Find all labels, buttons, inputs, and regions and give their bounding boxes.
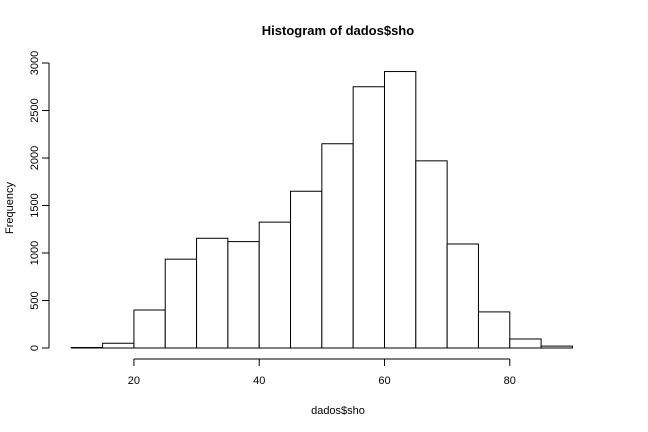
x-axis-label: dados$sho: [311, 405, 365, 417]
y-tick-label: 3000: [29, 51, 41, 75]
y-tick-label: 2500: [29, 98, 41, 122]
histogram-bar: [352, 86, 385, 349]
x-tick-label: 60: [378, 375, 390, 387]
x-tick-label: 80: [504, 375, 516, 387]
histogram-bar: [509, 338, 542, 349]
y-axis-label: Frequency: [4, 182, 16, 234]
histogram-bar: [383, 71, 417, 349]
y-tick-label: 1500: [29, 193, 41, 217]
y-tick-label: 1000: [29, 241, 41, 265]
y-tick-label: 2000: [29, 146, 41, 170]
chart-title: Histogram of dados$sho: [262, 23, 414, 38]
histogram-bar: [446, 243, 479, 349]
histogram-bar: [164, 258, 198, 349]
x-axis: 20 40 60 80: [128, 358, 516, 387]
histogram-bar: [258, 221, 292, 349]
y-tick-label: 0: [29, 345, 41, 351]
histogram-bar: [477, 311, 511, 349]
x-tick-label: 40: [253, 375, 265, 387]
histogram-bar: [290, 190, 323, 349]
histogram-bar: [540, 345, 573, 349]
x-tick-label: 20: [128, 375, 140, 387]
histogram-bar: [102, 342, 135, 349]
bars-group: [70, 71, 573, 349]
histogram-bar: [321, 143, 354, 349]
histogram-bar: [227, 241, 260, 349]
histogram-bar: [415, 160, 448, 349]
histogram-bar: [196, 237, 229, 349]
y-tick-label: 500: [29, 291, 41, 309]
y-axis: 0 500 1000 1500 2000 2500 3000: [29, 51, 50, 351]
histogram-bar: [133, 309, 166, 349]
